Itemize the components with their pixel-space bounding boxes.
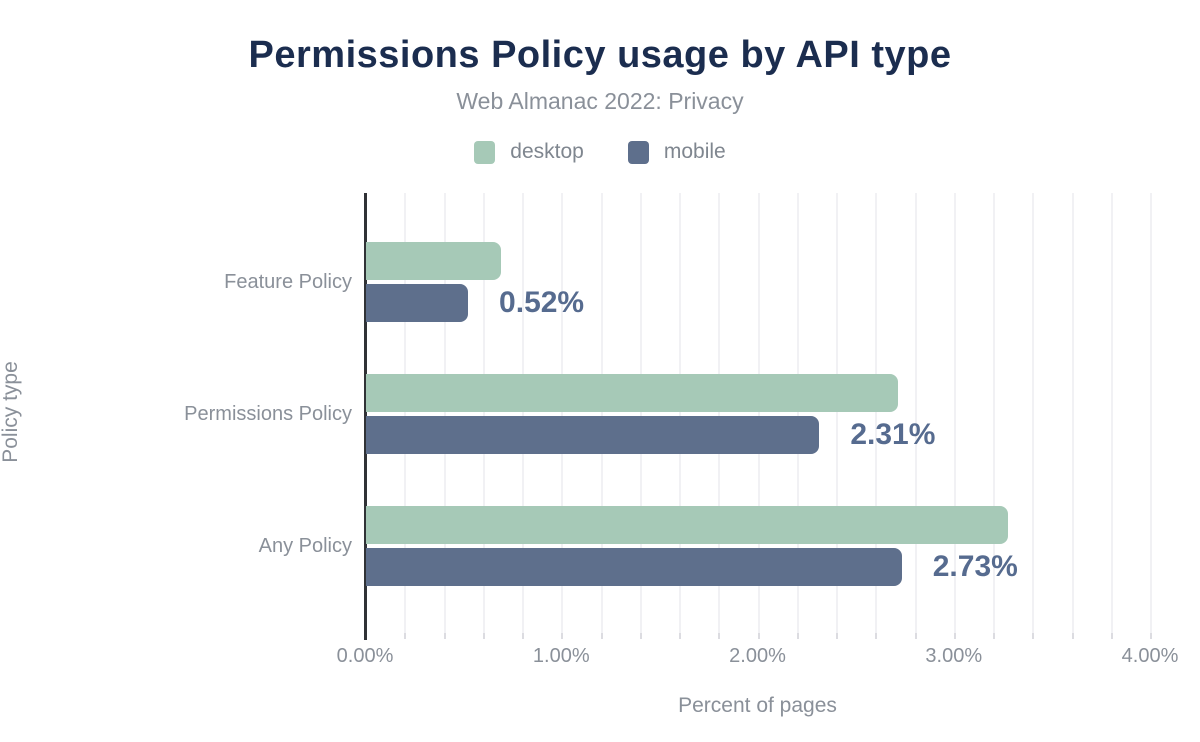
gridline <box>482 193 485 633</box>
gridline <box>600 193 603 633</box>
x-tick-label: 1.00% <box>532 645 590 667</box>
bar-mobile[interactable] <box>366 416 820 454</box>
x-axis-tick <box>914 633 917 639</box>
x-axis-tick <box>757 633 760 639</box>
legend-item-desktop: desktop <box>474 140 584 164</box>
x-tick-label: 3.00% <box>925 645 983 667</box>
chart-legend: desktop mobile <box>0 140 1200 164</box>
x-axis-title: Percent of pages <box>678 694 837 717</box>
gridline <box>1071 193 1074 633</box>
x-axis-tick <box>639 633 642 639</box>
gridline <box>679 193 681 633</box>
data-label: 0.52% <box>499 286 585 319</box>
y-axis-title: Policy type <box>0 361 22 463</box>
gridline <box>914 193 917 633</box>
x-axis-zero-line <box>364 193 367 640</box>
x-axis-tick <box>522 633 524 639</box>
gridline <box>404 193 407 633</box>
x-axis-tick <box>875 633 878 639</box>
gridline <box>1150 193 1152 633</box>
bar-desktop[interactable] <box>366 506 1008 544</box>
x-axis-tick <box>1071 633 1074 639</box>
x-axis-tick <box>796 633 799 639</box>
mobile-swatch-icon <box>627 140 649 164</box>
x-axis-tick <box>1032 633 1035 639</box>
chart-title: Permissions Policy usage by API type <box>248 34 952 76</box>
x-axis-tick <box>836 633 838 639</box>
gridline <box>561 193 564 633</box>
chart-subtitle: Web Almanac 2022: Privacy <box>456 88 744 114</box>
gridline <box>522 193 524 633</box>
gridline <box>1032 193 1035 633</box>
x-axis-tick <box>993 633 995 639</box>
gridline <box>796 193 799 633</box>
data-label: 2.31% <box>850 418 936 451</box>
gridline <box>639 193 642 633</box>
x-axis-tick <box>443 633 446 639</box>
x-axis-tick <box>1110 633 1113 639</box>
gridline <box>993 193 995 633</box>
bar-desktop[interactable] <box>366 374 898 412</box>
x-axis-tick <box>953 633 956 639</box>
legend-label-mobile: mobile <box>663 140 726 163</box>
gridline <box>443 193 446 633</box>
gridline <box>757 193 760 633</box>
category-label: Feature Policy <box>224 271 352 293</box>
bar-mobile[interactable] <box>366 284 469 322</box>
category-label: Any Policy <box>258 535 352 557</box>
desktop-swatch-icon <box>474 140 496 164</box>
gridline <box>718 193 721 633</box>
legend-item-mobile: mobile <box>627 140 726 164</box>
x-tick-label: 2.00% <box>729 645 786 667</box>
x-axis-tick <box>561 633 564 639</box>
gridline <box>836 193 838 633</box>
gridline <box>1110 193 1113 633</box>
gridline <box>875 193 878 633</box>
x-tick-label: 4.00% <box>1121 645 1179 667</box>
x-axis-tick <box>404 633 407 639</box>
legend-label-desktop: desktop <box>510 140 584 163</box>
bar-desktop[interactable] <box>366 242 502 280</box>
x-axis-tick <box>600 633 603 639</box>
category-label: Permissions Policy <box>184 403 352 425</box>
data-label: 2.73% <box>932 550 1018 583</box>
x-axis-tick <box>1150 633 1152 639</box>
x-axis-tick <box>482 633 485 639</box>
bar-mobile[interactable] <box>366 548 902 586</box>
x-axis-tick <box>679 633 681 639</box>
x-tick-label: 0.00% <box>336 645 394 667</box>
gridline <box>953 193 956 633</box>
x-axis-tick <box>718 633 721 639</box>
